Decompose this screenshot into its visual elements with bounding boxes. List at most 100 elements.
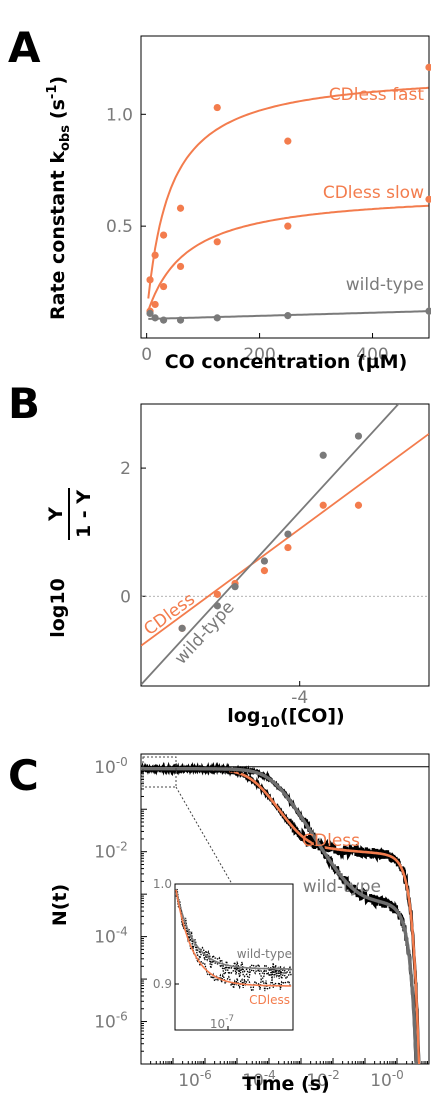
panel-c-inset-data-cdless <box>175 895 292 992</box>
panel-b-xlabel-rest: ([CO]) <box>280 705 345 727</box>
panel-c-ytick-label: 10-6 <box>94 1010 128 1033</box>
panel-c-zoom-connector <box>175 786 233 885</box>
panel-b-xlabel: log10([CO]) <box>227 705 345 731</box>
panel-a-fit-1 <box>147 204 429 311</box>
panel-a-point <box>146 309 154 317</box>
panel-b-ylabel-prefix: log10 <box>47 578 69 638</box>
panel-c-series-label: CDless <box>302 831 360 851</box>
panel-a-xtick-label: 200 <box>243 345 275 365</box>
panel-a-xlabel: CO concentration (µM) <box>165 351 408 373</box>
panel-c-inset: 1.0 0.9 10-7 wild-type CDless <box>153 877 294 1031</box>
panel-a-series-label: wild-type <box>346 275 424 295</box>
panel-b-point <box>319 451 327 459</box>
panel-a-point <box>151 300 159 309</box>
panel-b-ylabel-den: 1 - Y <box>73 490 95 538</box>
panel-b-point <box>260 557 269 565</box>
panel-a-point <box>176 204 185 212</box>
panel-c-frame <box>140 753 430 1065</box>
panel-b-xlabel-sub: 10 <box>260 715 280 731</box>
panel-c-ytick-label: 10-2 <box>94 840 128 863</box>
panel-a-point <box>159 231 168 239</box>
panel-a-point <box>213 314 221 322</box>
panel-a-point <box>176 262 185 271</box>
panel-c-fit-1 <box>141 767 418 1064</box>
panel-b-point <box>213 590 222 598</box>
panel-b-point <box>178 624 186 632</box>
panel-b-ticks: -4 0 2 <box>120 459 308 708</box>
panel-a-series-label: CDless fast <box>329 85 425 105</box>
panel-c-inset-label-cdless: CDless <box>249 993 290 1007</box>
panel-b-point <box>319 501 327 509</box>
panel-a-series-label: CDless slow <box>323 183 424 203</box>
panel-c-inset-data-wild-type <box>175 888 292 975</box>
panel-a-point <box>151 314 159 322</box>
panel-a-frame <box>140 35 430 339</box>
panel-a-ylabel: Rate constant kobs (s-1) <box>45 76 73 320</box>
panel-a-point <box>159 282 168 291</box>
panel-c-inset-ytick-label: 0.9 <box>153 977 172 991</box>
panel-c-inset-frame <box>174 883 294 1031</box>
panel-a-point <box>146 276 154 284</box>
panel-a-fit-0 <box>147 86 429 299</box>
panel-a-point <box>213 103 221 112</box>
panel-b-fit-1 <box>141 404 400 686</box>
panel-b-ytick-label: 0 <box>120 587 131 607</box>
panel-c-inset-fit-wild-type <box>175 888 292 970</box>
panel-a-ylabel-close: ) <box>47 76 69 85</box>
panel-a-point <box>284 222 292 230</box>
panel-a-point <box>213 238 221 246</box>
panel-letter-c: C <box>8 751 39 800</box>
panel-b-point <box>213 602 222 610</box>
panel-a-ylabel-unit: (s <box>47 99 69 119</box>
panel-b-point <box>284 543 292 552</box>
panel-b-point <box>354 432 363 440</box>
panel-a-point <box>284 137 292 145</box>
panel-a-ylabel-main: Rate constant k <box>47 151 69 320</box>
panel-c-ylabel: N(t) <box>49 884 71 926</box>
panel-b-xlabel-main: log <box>227 705 260 727</box>
panel-c-xtick-label: 10-0 <box>370 1068 404 1091</box>
panel-a-ytick-label: 0.5 <box>106 217 133 237</box>
panel-b-point <box>284 530 292 538</box>
panel-b-fit-0 <box>141 433 429 647</box>
panel-b-ytick-label: 2 <box>120 459 131 479</box>
panel-a-ytick-label: 1.0 <box>106 105 133 125</box>
panel-b-ylabel-num: Y <box>45 507 67 522</box>
panel-a-plot: CDless fast CDless slow wild-type <box>146 63 431 324</box>
panel-c-ytick-label: 10-4 <box>94 925 128 948</box>
panel-b-ylabel: log10 Y 1 - Y <box>45 488 95 638</box>
panel-c-inset-fit-cdless <box>175 889 292 987</box>
panel-c: C 10-6 10-4 10-2 10-0 10-0 10-2 10-4 10-6 CDles… <box>8 751 430 1095</box>
panel-c-xlabel: Time (s) <box>242 1073 329 1095</box>
panel-letter-a: A <box>8 23 41 72</box>
panel-c-inset-ytick-label: 1.0 <box>153 877 172 891</box>
panel-c-plot: CDless wild-type <box>141 756 429 1064</box>
panel-a-point <box>425 63 431 71</box>
panel-c-ticks: 10-6 10-4 10-2 10-0 10-0 10-2 10-4 10-6 <box>94 755 430 1091</box>
panel-b-point <box>231 583 239 591</box>
panel-c-inset-xtick-label: 10-7 <box>210 1014 234 1031</box>
panel-b-point <box>260 567 269 575</box>
panel-a-point <box>159 316 168 324</box>
panel-letter-b: B <box>8 379 40 428</box>
panel-a-point <box>176 316 185 324</box>
panel-c-xtick-label: 10-2 <box>306 1068 340 1091</box>
panel-b-frame <box>140 403 430 687</box>
panel-c-zoom-box <box>142 756 177 788</box>
panel-b-plot-area <box>141 404 429 686</box>
panel-a-ylabel-sup: -1 <box>45 85 60 99</box>
panel-c-xtick-label: 10-4 <box>242 1068 276 1091</box>
panel-a-ylabel-sub: obs <box>58 125 73 151</box>
panel-c-series-label: wild-type <box>303 877 381 897</box>
panel-a-point <box>425 307 431 315</box>
panel-a-point <box>425 195 431 203</box>
panel-a-point <box>151 251 159 259</box>
panel-c-xtick-label: 10-6 <box>178 1068 212 1091</box>
panel-c-plot-area <box>141 761 429 1064</box>
panel-c-inset-label-wild-type: wild-type <box>237 947 292 961</box>
panel-a: A 0 200 400 0.5 1.0 CDless fast CDless slow wi… <box>8 23 431 373</box>
panel-a-xtick-label: 0 <box>141 345 152 365</box>
